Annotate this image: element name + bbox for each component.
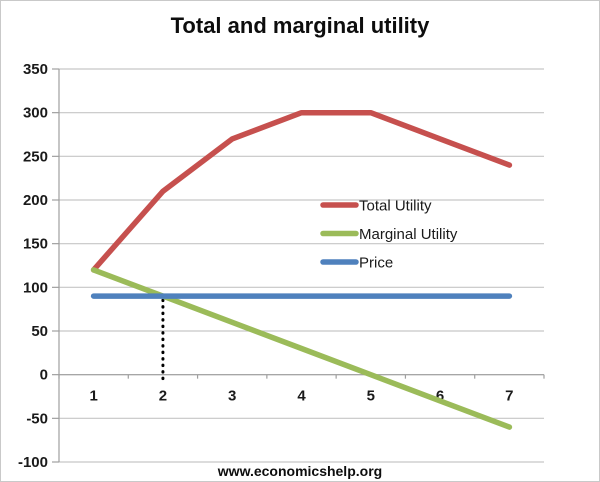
- legend-label-price: Price: [359, 255, 393, 272]
- y-axis-label-100: 100: [23, 279, 48, 296]
- y-axis-label-50: 50: [31, 323, 48, 340]
- x-axis-label-3: 3: [228, 388, 236, 405]
- y-axis-label-350: 350: [23, 61, 48, 78]
- y-axis-label--50: -50: [26, 410, 48, 427]
- y-axis-label--100: -100: [18, 454, 48, 471]
- y-axis-label-300: 300: [23, 105, 48, 122]
- source-footer: www.economicshelp.org: [217, 463, 383, 479]
- x-axis-label-4: 4: [297, 388, 306, 405]
- x-axis-label-5: 5: [367, 388, 375, 405]
- x-axis-label-2: 2: [159, 388, 167, 405]
- y-axis-label-200: 200: [23, 192, 48, 209]
- legend-label-total-utility: Total Utility: [359, 198, 432, 215]
- x-axis-label-6: 6: [436, 388, 444, 405]
- x-axis-label-1: 1: [89, 388, 97, 405]
- y-axis-label-150: 150: [23, 236, 48, 253]
- y-axis-label-0: 0: [40, 367, 48, 384]
- series-line-total-utility: [90, 109, 513, 273]
- x-axis-label-7: 7: [505, 388, 513, 405]
- chart-title: Total and marginal utility: [170, 13, 430, 38]
- y-axis-label-250: 250: [23, 148, 48, 165]
- legend-label-marginal-utility: Marginal Utility: [359, 226, 458, 243]
